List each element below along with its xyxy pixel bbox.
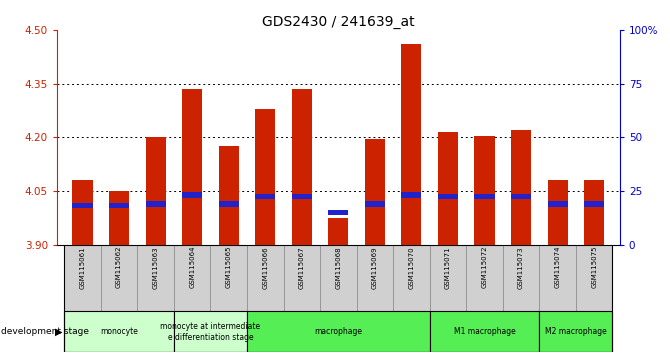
Bar [291, 89, 312, 245]
Bar [72, 181, 92, 245]
Bar [511, 130, 531, 245]
Bar [109, 202, 129, 209]
Text: GSM115066: GSM115066 [262, 246, 268, 289]
Text: macrophage: macrophage [314, 327, 362, 336]
Bar [584, 181, 604, 245]
Text: GSM115071: GSM115071 [445, 246, 451, 289]
Bar [145, 137, 165, 245]
Text: GSM115070: GSM115070 [409, 246, 415, 289]
Text: GSM115062: GSM115062 [116, 246, 122, 289]
Bar [328, 218, 348, 245]
Bar [218, 201, 239, 206]
Text: GSM115069: GSM115069 [372, 246, 378, 289]
Title: GDS2430 / 241639_at: GDS2430 / 241639_at [262, 15, 415, 29]
Bar [283, 245, 320, 312]
Text: GSM115072: GSM115072 [482, 246, 488, 289]
Text: development stage: development stage [1, 327, 88, 336]
Bar [247, 245, 283, 312]
Bar [429, 312, 539, 352]
Bar [174, 245, 210, 312]
Bar [365, 201, 385, 206]
Text: GSM115068: GSM115068 [336, 246, 341, 289]
Text: M2 macrophage: M2 macrophage [545, 327, 607, 336]
Bar [584, 201, 604, 206]
Text: GSM115063: GSM115063 [153, 246, 159, 289]
Text: M1 macrophage: M1 macrophage [454, 327, 515, 336]
Bar [291, 194, 312, 199]
Bar [255, 109, 275, 245]
Text: monocyte at intermediate
e differentiation stage: monocyte at intermediate e differentiati… [160, 322, 261, 342]
Bar [210, 245, 247, 312]
Bar [72, 202, 92, 209]
Bar [247, 312, 429, 352]
Bar [356, 245, 393, 312]
Bar [502, 245, 539, 312]
Bar [137, 245, 174, 312]
Bar [255, 194, 275, 199]
Text: GSM115065: GSM115065 [226, 246, 232, 289]
Bar [401, 44, 421, 245]
Bar [547, 201, 567, 206]
Bar [438, 132, 458, 245]
Text: GSM115064: GSM115064 [189, 246, 195, 289]
Text: ▶: ▶ [55, 327, 62, 337]
Bar [145, 201, 165, 206]
Bar [576, 245, 612, 312]
Bar [474, 194, 494, 199]
Bar [100, 245, 137, 312]
Bar [182, 192, 202, 198]
Bar [64, 245, 100, 312]
Bar [393, 245, 429, 312]
Text: monocyte: monocyte [100, 327, 138, 336]
Bar [474, 136, 494, 245]
Bar [182, 89, 202, 245]
Bar [466, 245, 502, 312]
Bar [401, 192, 421, 198]
Bar [320, 245, 356, 312]
Bar [218, 147, 239, 245]
Text: GSM115075: GSM115075 [591, 246, 597, 289]
Text: GSM115067: GSM115067 [299, 246, 305, 289]
Bar [64, 312, 174, 352]
Text: GSM115074: GSM115074 [555, 246, 561, 289]
Bar [511, 194, 531, 199]
Bar [539, 245, 576, 312]
Bar [365, 139, 385, 245]
Bar [109, 191, 129, 245]
Text: GSM115073: GSM115073 [518, 246, 524, 289]
Bar [438, 194, 458, 199]
Text: GSM115061: GSM115061 [80, 246, 86, 289]
Bar [429, 245, 466, 312]
Bar [174, 312, 247, 352]
Bar [547, 181, 567, 245]
Bar [539, 312, 612, 352]
Bar [328, 210, 348, 216]
